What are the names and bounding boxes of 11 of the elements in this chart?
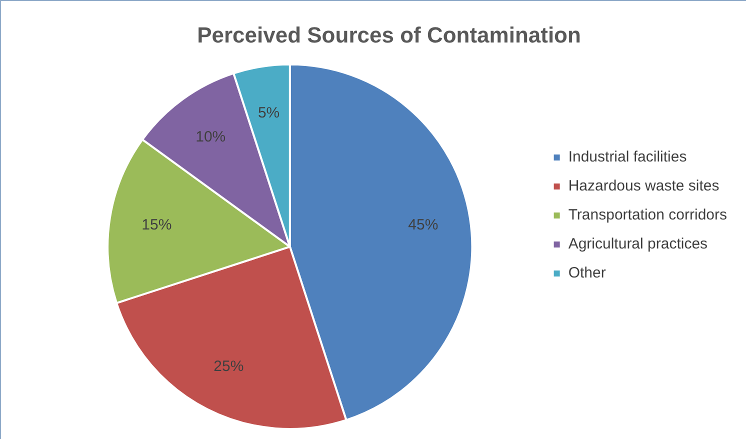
legend-label: Agricultural practices: [568, 236, 708, 253]
data-label: 5%: [258, 104, 280, 122]
data-label: 25%: [214, 358, 244, 376]
data-label: 15%: [142, 216, 172, 234]
data-label: 10%: [196, 128, 226, 146]
chart-title: Perceived Sources of Contamination: [197, 22, 581, 48]
legend-label: Industrial facilities: [568, 148, 687, 166]
legend-label: Hazardous waste sites: [568, 178, 720, 195]
legend-label: Other: [568, 264, 606, 282]
data-label: 45%: [408, 216, 438, 234]
legend-label: Transportation corridors: [568, 206, 727, 224]
